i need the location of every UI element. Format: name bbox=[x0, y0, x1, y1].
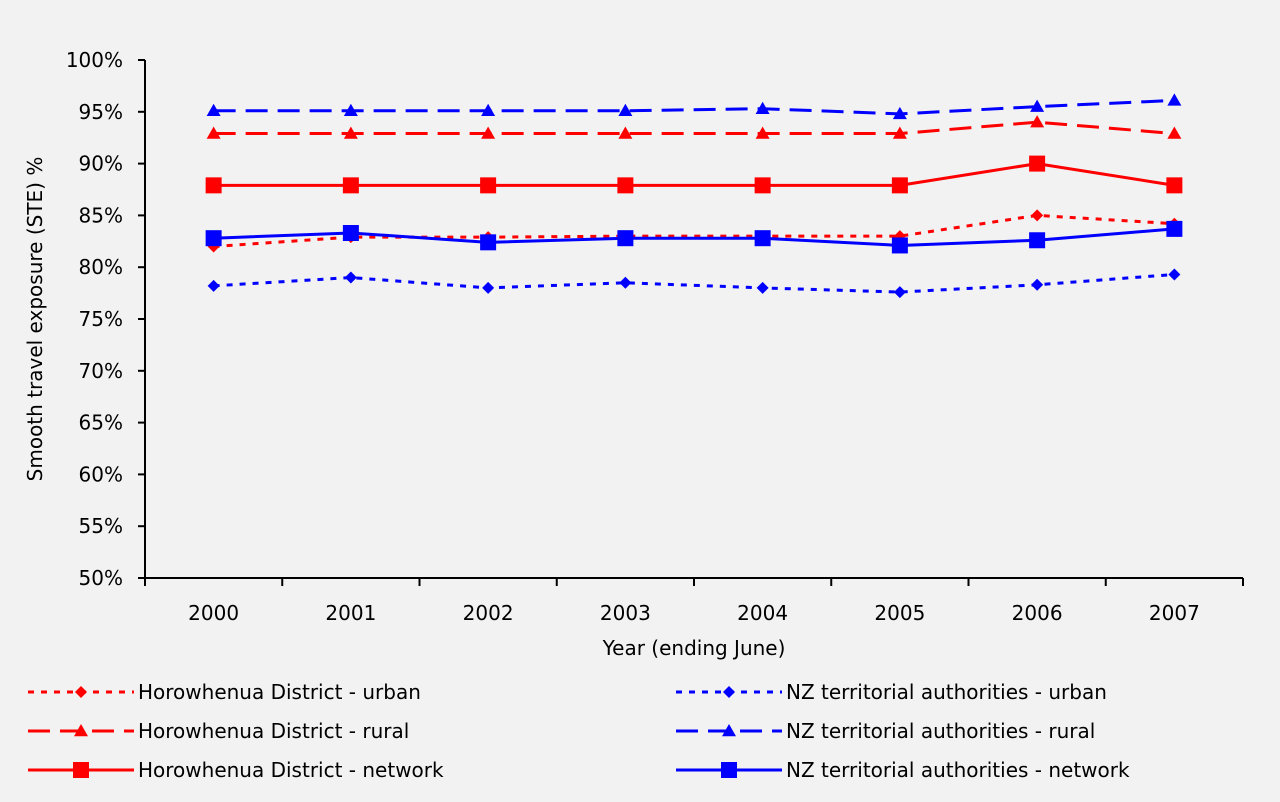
data-point bbox=[342, 177, 359, 194]
x-tick-label: 2005 bbox=[874, 601, 925, 625]
y-tick-label: 55% bbox=[79, 514, 123, 538]
x-tick-label: 2000 bbox=[188, 601, 239, 625]
data-point bbox=[617, 177, 634, 194]
legend-item: Horowhenua District - network bbox=[28, 758, 444, 782]
legend-item: Horowhenua District - rural bbox=[28, 719, 409, 743]
data-point bbox=[1030, 115, 1045, 128]
data-point bbox=[1166, 220, 1183, 237]
legend-swatch-marker bbox=[74, 724, 88, 737]
data-point bbox=[1168, 268, 1181, 281]
x-tick-label: 2001 bbox=[325, 601, 376, 625]
legend-item: NZ territorial authorities - network bbox=[676, 758, 1130, 782]
legend-label: Horowhenua District - network bbox=[138, 758, 444, 782]
series-6 bbox=[205, 220, 1183, 254]
data-point bbox=[480, 177, 497, 194]
series-line bbox=[213, 120, 1175, 136]
series-5 bbox=[205, 155, 1183, 194]
data-point bbox=[618, 126, 633, 139]
data-point bbox=[206, 126, 221, 139]
data-point bbox=[207, 279, 220, 292]
y-tick-label: 85% bbox=[79, 203, 123, 227]
legend-swatch-marker bbox=[722, 724, 736, 737]
legend-item: Horowhenua District - urban bbox=[28, 680, 421, 704]
legend-swatch-marker bbox=[721, 762, 737, 778]
data-point bbox=[344, 271, 357, 284]
legend-item: NZ territorial authorities - urban bbox=[676, 680, 1107, 704]
data-point bbox=[480, 234, 497, 251]
x-tick-label: 2004 bbox=[737, 601, 788, 625]
data-point bbox=[754, 230, 771, 247]
x-tick-label: 2007 bbox=[1149, 601, 1200, 625]
data-point bbox=[891, 177, 908, 194]
data-point bbox=[206, 103, 221, 117]
legend-item: NZ territorial authorities - rural bbox=[676, 719, 1095, 743]
data-point bbox=[755, 101, 770, 114]
data-point bbox=[618, 103, 633, 117]
data-point bbox=[754, 177, 771, 194]
legend-label: NZ territorial authorities - rural bbox=[786, 719, 1095, 743]
x-tick-label: 2003 bbox=[600, 601, 651, 625]
legend-label: NZ territorial authorities - urban bbox=[786, 680, 1107, 704]
y-tick-label: 50% bbox=[79, 566, 123, 590]
data-point bbox=[481, 103, 496, 117]
data-point bbox=[1030, 99, 1045, 112]
y-tick-label: 75% bbox=[79, 307, 123, 331]
data-point bbox=[1029, 232, 1046, 249]
legend-label: Horowhenua District - rural bbox=[138, 719, 409, 743]
series-2 bbox=[207, 268, 1181, 299]
data-point bbox=[1166, 177, 1183, 194]
series-layer bbox=[205, 93, 1183, 299]
data-point bbox=[1167, 93, 1182, 106]
x-axis-title: Year (ending June) bbox=[602, 636, 786, 660]
series-line bbox=[213, 162, 1175, 187]
data-point bbox=[1031, 278, 1044, 291]
legend-swatch-marker bbox=[723, 686, 735, 698]
data-point bbox=[481, 126, 496, 139]
y-tick-label: 95% bbox=[79, 100, 123, 124]
data-point bbox=[1031, 209, 1044, 222]
data-point bbox=[755, 126, 770, 139]
data-point bbox=[892, 126, 907, 139]
data-point bbox=[205, 230, 222, 247]
series-line bbox=[213, 98, 1175, 116]
data-point bbox=[892, 106, 907, 120]
y-tick-label: 70% bbox=[79, 359, 123, 383]
data-point bbox=[343, 103, 358, 117]
series-line bbox=[213, 227, 1175, 247]
data-point bbox=[1029, 155, 1046, 172]
data-point bbox=[342, 225, 359, 242]
y-tick-label: 100% bbox=[66, 48, 123, 72]
series-line bbox=[213, 213, 1175, 248]
data-point bbox=[343, 126, 358, 139]
legend: Horowhenua District - urban Horowhenua Di… bbox=[28, 680, 1130, 782]
series-3 bbox=[206, 115, 1182, 139]
y-tick-label: 65% bbox=[79, 411, 123, 435]
legend-swatch-marker bbox=[75, 686, 87, 698]
y-tick-label: 60% bbox=[79, 462, 123, 486]
data-point bbox=[205, 177, 222, 194]
data-point bbox=[893, 286, 906, 299]
data-point bbox=[617, 230, 634, 247]
data-point bbox=[482, 281, 495, 294]
axes: 50% 55% 60% 65% 70% 75% 80% 85% 90% 95% 100% 2000 20… bbox=[66, 48, 1244, 625]
series-4 bbox=[206, 93, 1182, 120]
data-point bbox=[756, 281, 769, 294]
y-tick-label: 90% bbox=[79, 152, 123, 176]
x-tick-label: 2006 bbox=[1012, 601, 1063, 625]
x-tick-label: 2002 bbox=[463, 601, 514, 625]
data-point bbox=[619, 276, 632, 289]
data-point bbox=[1167, 126, 1182, 139]
series-line bbox=[213, 272, 1175, 294]
y-axis-title: Smooth travel exposure (STE) % bbox=[23, 157, 47, 482]
legend-label: Horowhenua District - urban bbox=[138, 680, 421, 704]
legend-swatch-marker bbox=[73, 762, 89, 778]
y-tick-label: 80% bbox=[79, 255, 123, 279]
legend-label: NZ territorial authorities - network bbox=[786, 758, 1130, 782]
data-point bbox=[891, 237, 908, 254]
